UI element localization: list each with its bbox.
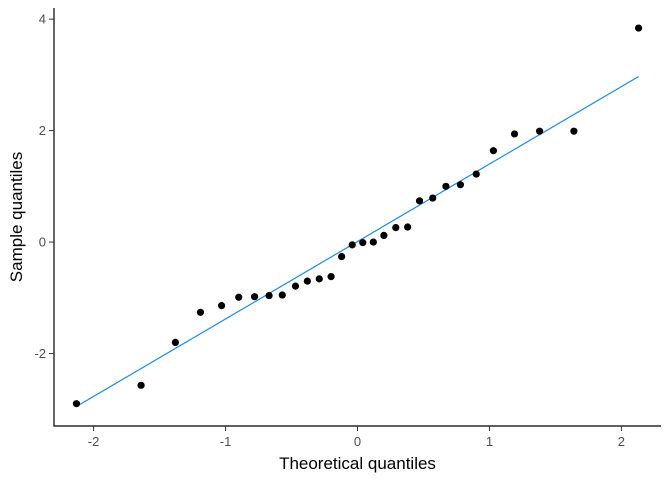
data-point-14 <box>338 252 346 261</box>
data-point-24 <box>456 181 465 189</box>
x-tick-label-1: -2 <box>88 434 100 449</box>
x-tick-label-3: 0 <box>354 434 361 449</box>
data-point-16 <box>359 239 367 247</box>
y-tick-label-2: 0 <box>39 235 46 250</box>
data-point-4 <box>196 308 205 316</box>
data-point-11 <box>303 277 311 285</box>
data-point-27 <box>510 130 519 138</box>
reference-line <box>76 76 639 408</box>
points-layer <box>72 24 643 408</box>
x-tick-label-4: 1 <box>486 434 493 449</box>
data-point-3 <box>171 338 179 346</box>
y-tick-label-3: 2 <box>39 123 46 138</box>
x-axis-title: Theoretical quantiles <box>279 454 436 473</box>
y-tick-label-1: -2 <box>34 346 46 361</box>
data-point-25 <box>472 170 480 178</box>
data-point-26 <box>489 147 498 155</box>
axes-layer: -2 -1 0 1 2 -2 0 2 4 <box>34 8 661 449</box>
data-point-15 <box>348 241 356 249</box>
data-point-19 <box>392 223 400 232</box>
data-point-10 <box>291 282 300 290</box>
data-point-9 <box>278 291 286 299</box>
data-point-18 <box>380 231 388 239</box>
data-point-6 <box>235 293 243 301</box>
data-point-5 <box>217 302 226 310</box>
data-point-13 <box>327 273 335 281</box>
data-point-29 <box>570 127 578 135</box>
data-point-28 <box>536 127 544 135</box>
data-point-2 <box>137 381 145 389</box>
data-point-22 <box>429 194 437 202</box>
data-point-8 <box>265 291 273 300</box>
data-point-23 <box>442 182 450 190</box>
data-point-21 <box>415 197 424 205</box>
reference-line-layer <box>76 76 639 408</box>
y-axis-title: Sample quantiles <box>7 152 26 282</box>
data-point-17 <box>369 238 377 246</box>
x-tick-label-5: 2 <box>618 434 625 449</box>
data-point-30 <box>634 24 643 32</box>
data-point-1 <box>72 400 81 408</box>
x-tick-label-2: -1 <box>220 434 232 449</box>
data-point-12 <box>315 275 323 283</box>
data-point-7 <box>250 293 259 301</box>
y-tick-label-4: 4 <box>39 12 46 27</box>
data-point-20 <box>404 223 412 231</box>
